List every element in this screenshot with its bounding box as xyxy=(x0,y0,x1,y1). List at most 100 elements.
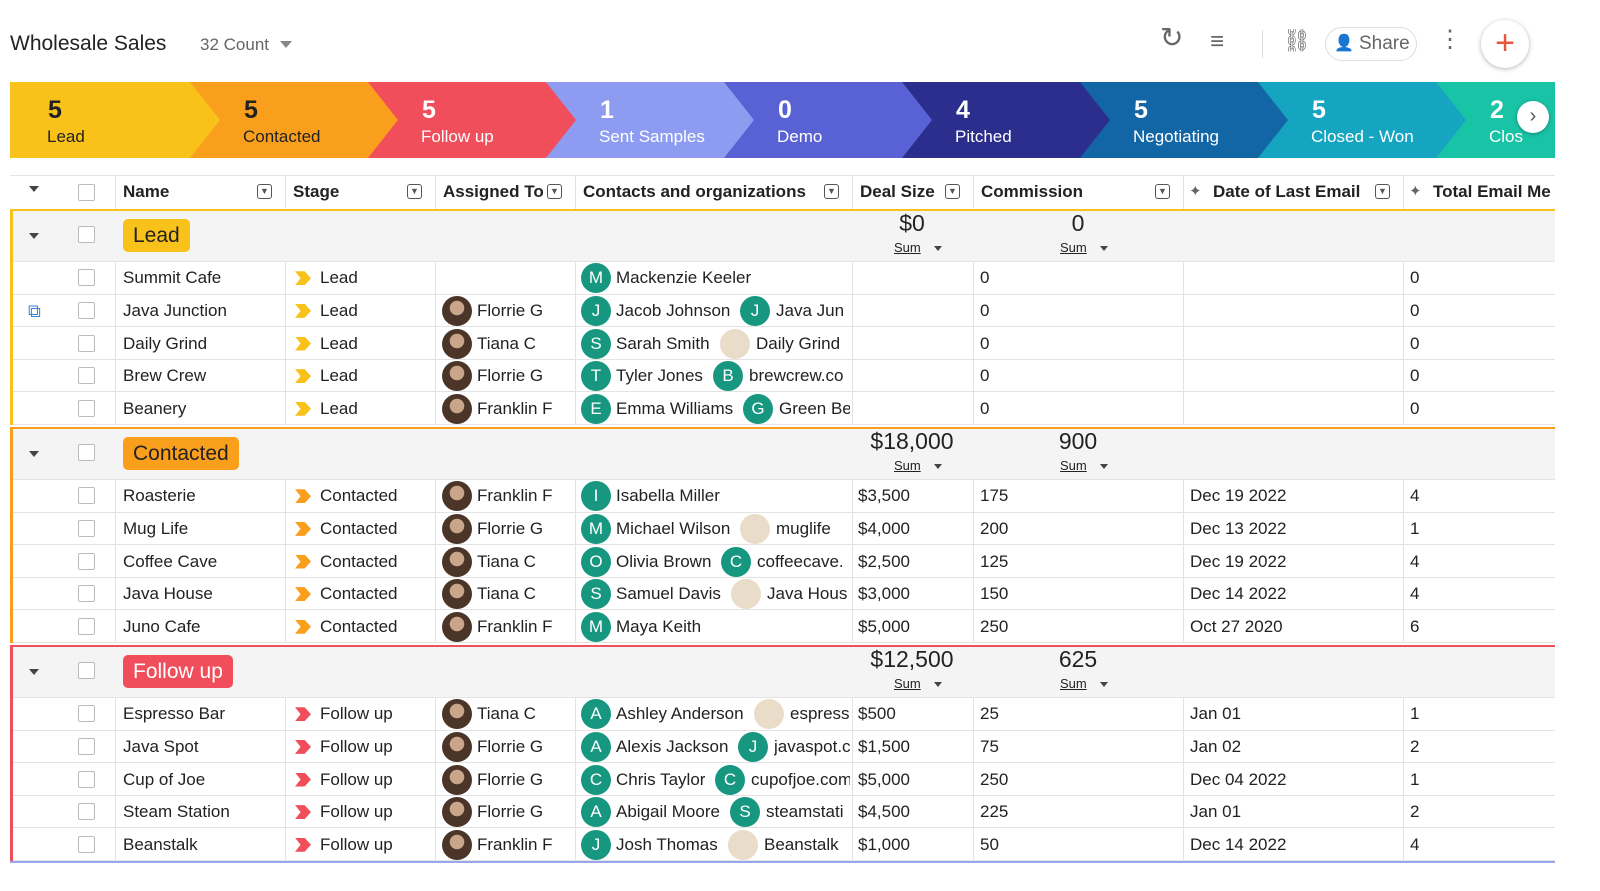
commission-cell: 0 xyxy=(980,398,990,418)
column-divider xyxy=(1183,176,1184,210)
sum-label[interactable]: Sum xyxy=(1060,458,1087,473)
row-checkbox[interactable] xyxy=(78,617,95,635)
group-collapse[interactable] xyxy=(29,451,39,457)
filter-button[interactable]: ≡ xyxy=(1210,28,1225,55)
count-dropdown[interactable]: 32 Count xyxy=(200,35,269,54)
stage-cell: Contacted xyxy=(320,616,398,636)
column-filter[interactable]: ▼ xyxy=(1155,184,1170,199)
emails-cell: 2 xyxy=(1410,736,1420,756)
cell-divider xyxy=(115,262,116,295)
cell-divider xyxy=(1183,577,1184,611)
org-logo xyxy=(720,328,750,359)
contact-avatar: J xyxy=(581,295,611,326)
column-divider xyxy=(435,176,436,210)
more-button[interactable]: ⋮ xyxy=(1438,26,1462,53)
collapse-all[interactable] xyxy=(29,186,39,192)
emails-cell: 6 xyxy=(1410,616,1420,636)
assignee-avatar xyxy=(442,393,472,424)
pipeline-stage[interactable]: 5 Closed - Won xyxy=(1256,82,1466,158)
cell-divider xyxy=(973,763,974,796)
select-all[interactable] xyxy=(78,184,95,201)
row-checkbox[interactable] xyxy=(78,585,95,603)
pipeline-stage[interactable]: 0 Demo xyxy=(722,82,932,158)
org-avatar: S xyxy=(730,797,760,828)
row-checkbox[interactable] xyxy=(78,487,95,505)
group-add[interactable]: + xyxy=(253,867,269,872)
deal-cell: $3,500 xyxy=(858,486,910,506)
pipeline-stage[interactable]: 5 Lead xyxy=(10,82,220,158)
contact-avatar: A xyxy=(581,731,611,762)
group-checkbox[interactable] xyxy=(78,662,95,679)
group-collapse[interactable] xyxy=(29,233,39,239)
expand-row[interactable]: ⧉ xyxy=(28,300,41,321)
row-checkbox[interactable] xyxy=(78,301,95,319)
cell-divider xyxy=(1403,730,1404,764)
sum-label[interactable]: Sum xyxy=(894,458,921,473)
cell-divider xyxy=(1403,294,1404,328)
row xyxy=(10,763,1555,796)
commission-cell: 250 xyxy=(980,769,1009,789)
row xyxy=(10,513,1555,546)
row-checkbox[interactable] xyxy=(78,367,95,385)
group-add[interactable]: + xyxy=(210,867,226,872)
column-filter[interactable]: ▼ xyxy=(824,184,839,199)
cell-divider xyxy=(285,828,286,861)
stage-cell: Lead xyxy=(320,300,358,320)
column-filter[interactable]: ▼ xyxy=(257,184,272,199)
group-add[interactable]: + xyxy=(259,867,275,872)
sum-label[interactable]: Sum xyxy=(1060,676,1087,691)
pipeline-stage[interactable]: 4 Pitched xyxy=(900,82,1110,158)
date-cell: Jan 02 xyxy=(1190,736,1242,756)
pipeline-stage[interactable]: 5 Negotiating xyxy=(1078,82,1288,158)
group-sum: $0 xyxy=(899,210,925,236)
share-button[interactable] xyxy=(1325,27,1417,61)
refresh-button[interactable]: ↻ xyxy=(1160,22,1184,53)
contact-avatar: C xyxy=(581,764,611,795)
contact-avatar: A xyxy=(581,797,611,828)
sum-label[interactable]: Sum xyxy=(894,676,921,691)
commission-cell: 225 xyxy=(980,802,1009,822)
emails-cell: 4 xyxy=(1410,486,1420,506)
cell-divider xyxy=(973,698,974,731)
cell-divider xyxy=(285,359,286,393)
pipeline-stage[interactable]: 1 Sent Samples xyxy=(544,82,754,158)
row-checkbox[interactable] xyxy=(78,519,95,537)
sum-label[interactable]: Sum xyxy=(894,240,921,255)
row-checkbox[interactable] xyxy=(78,334,95,352)
cell-divider xyxy=(285,577,286,611)
group-checkbox[interactable] xyxy=(78,444,95,461)
column-filter[interactable]: ▼ xyxy=(1375,184,1390,199)
column-filter[interactable]: ▼ xyxy=(945,184,960,199)
sum-label[interactable]: Sum xyxy=(1060,240,1087,255)
cell-divider xyxy=(1183,512,1184,546)
pipeline-stage[interactable]: 5 Follow up xyxy=(366,82,576,158)
row-checkbox[interactable] xyxy=(78,803,95,821)
stage-cell: Lead xyxy=(320,366,358,386)
group-checkbox[interactable] xyxy=(78,226,95,243)
cell-divider xyxy=(435,480,436,513)
row-checkbox[interactable] xyxy=(78,770,95,788)
column-header: Assigned To xyxy=(443,182,544,201)
deal-cell: $1,000 xyxy=(858,834,910,854)
row-checkbox[interactable] xyxy=(78,737,95,755)
column-filter[interactable]: ▼ xyxy=(407,184,422,199)
row-checkbox[interactable] xyxy=(78,835,95,853)
stage-cell: Follow up xyxy=(320,802,393,822)
add-button[interactable]: + xyxy=(1481,20,1529,68)
column-filter[interactable]: ▼ xyxy=(547,184,562,199)
link-button[interactable]: ⛓ xyxy=(1283,28,1311,53)
pipeline-next[interactable]: › xyxy=(1517,101,1549,133)
row-checkbox[interactable] xyxy=(78,269,95,287)
stage-label: Follow up xyxy=(421,127,494,146)
cell-divider xyxy=(115,828,116,861)
row xyxy=(10,796,1555,829)
group-collapse[interactable] xyxy=(29,669,39,675)
contact-name: Abigail Moore xyxy=(616,802,720,822)
row-checkbox[interactable] xyxy=(78,399,95,417)
row-checkbox[interactable] xyxy=(78,552,95,570)
cell-divider xyxy=(1403,795,1404,829)
contact-name: Josh Thomas xyxy=(616,834,718,854)
pipeline-stage[interactable]: 5 Contacted xyxy=(188,82,398,158)
org-avatar: J xyxy=(738,731,768,762)
row-checkbox[interactable] xyxy=(78,705,95,723)
